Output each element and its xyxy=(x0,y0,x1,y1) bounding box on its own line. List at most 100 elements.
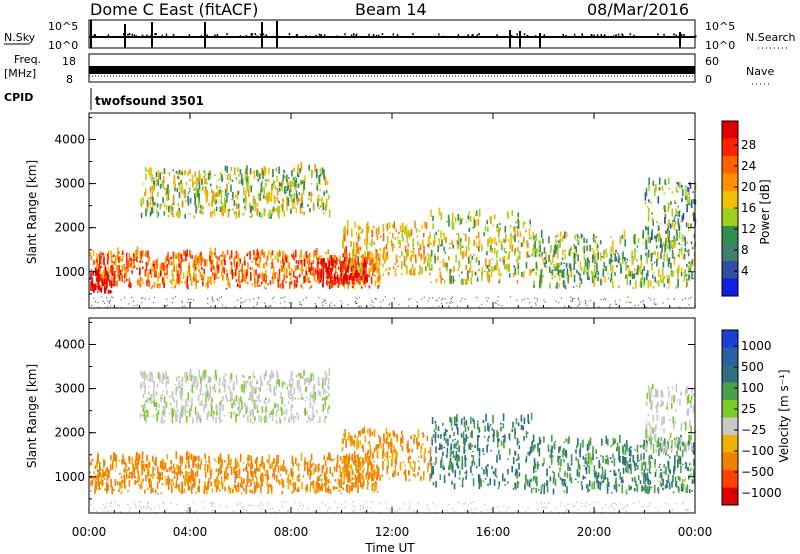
echo-cell xyxy=(172,257,175,265)
echo-cell xyxy=(604,297,606,299)
echo-cell xyxy=(323,300,325,303)
echo-cell xyxy=(336,487,338,490)
echo-cell xyxy=(365,255,367,258)
echo-cell xyxy=(341,266,344,273)
echo-cell xyxy=(193,459,195,461)
echo-cell xyxy=(609,303,611,305)
echo-cell xyxy=(318,207,320,209)
echo-cell xyxy=(184,250,187,257)
echo-cell xyxy=(173,409,175,412)
echo-cell xyxy=(343,280,346,289)
echo-cell xyxy=(261,472,264,479)
echo-cell xyxy=(376,491,379,493)
echo-cell xyxy=(325,467,328,474)
echo-cell xyxy=(129,281,131,289)
echo-cell xyxy=(328,452,331,460)
echo-cell xyxy=(362,475,364,480)
echo-cell xyxy=(325,198,328,206)
echo-cell xyxy=(222,251,224,258)
echo-cell xyxy=(108,301,110,303)
echo-cell xyxy=(362,449,365,453)
echo-cell xyxy=(109,464,112,471)
echo-cell xyxy=(197,487,199,492)
echo-cell xyxy=(691,272,693,280)
echo-cell xyxy=(263,165,265,175)
echo-cell xyxy=(328,260,330,269)
echo-cell xyxy=(166,454,168,460)
echo-cell xyxy=(354,474,357,481)
echo-cell xyxy=(128,471,131,479)
echo-cell xyxy=(120,491,123,495)
echo-cell xyxy=(229,399,231,403)
echo-cell xyxy=(90,483,93,486)
echo-cell xyxy=(644,202,647,205)
echo-cell xyxy=(499,257,501,262)
echo-cell xyxy=(529,446,532,454)
echo-cell xyxy=(209,393,211,398)
echo-cell xyxy=(269,209,271,214)
echo-cell xyxy=(125,472,128,479)
echo-cell xyxy=(496,251,498,258)
echo-cell xyxy=(171,391,174,400)
echo-cell xyxy=(161,483,164,486)
echo-cell xyxy=(177,485,179,487)
echo-cell xyxy=(214,390,217,393)
echo-cell xyxy=(358,232,360,238)
echo-cell xyxy=(409,461,412,469)
echo-cell xyxy=(396,236,399,239)
echo-cell xyxy=(655,186,658,189)
echo-cell xyxy=(152,415,155,418)
echo-cell xyxy=(144,384,146,389)
echo-cell xyxy=(367,251,369,259)
nsky-dot xyxy=(288,35,290,38)
nsky-dot xyxy=(318,33,321,36)
echo-cell xyxy=(409,455,411,460)
echo-cell xyxy=(237,259,239,262)
echo-cell xyxy=(243,478,245,484)
echo-cell xyxy=(614,253,616,262)
echo-cell xyxy=(648,177,650,185)
echo-cell xyxy=(287,473,290,482)
echo-cell xyxy=(640,281,643,288)
echo-cell xyxy=(103,266,106,274)
echo-cell xyxy=(347,260,350,266)
echo-cell xyxy=(153,282,156,288)
echo-cell xyxy=(306,484,308,492)
echo-cell xyxy=(621,256,624,264)
echo-cell xyxy=(197,200,200,209)
echo-cell xyxy=(490,239,492,246)
echo-cell xyxy=(498,267,500,276)
echo-cell xyxy=(549,282,551,289)
echo-cell xyxy=(551,276,553,280)
echo-cell xyxy=(347,304,349,306)
echo-cell xyxy=(339,456,342,461)
echo-cell xyxy=(195,281,198,283)
echo-cell xyxy=(349,263,351,272)
echo-cell xyxy=(374,248,377,253)
echo-cell xyxy=(235,203,238,210)
echo-cell xyxy=(362,457,364,462)
echo-cell xyxy=(441,239,443,247)
echo-cell xyxy=(220,195,223,198)
echo-cell xyxy=(525,474,527,481)
echo-cell xyxy=(325,276,327,279)
echo-cell xyxy=(612,248,615,256)
echo-cell xyxy=(321,258,324,267)
echo-cell xyxy=(248,186,250,190)
echo-cell xyxy=(294,282,296,288)
echo-cell xyxy=(322,266,325,275)
echo-cell xyxy=(285,280,287,284)
echo-cell xyxy=(477,435,479,443)
echo-cell xyxy=(210,215,213,218)
echo-cell xyxy=(412,473,415,476)
freq-tick-bottom: 8 xyxy=(66,73,73,86)
echo-cell xyxy=(314,163,316,173)
echo-cell xyxy=(245,269,248,272)
echo-cell xyxy=(280,283,282,286)
echo-cell xyxy=(251,491,253,494)
echo-cell xyxy=(128,467,130,471)
echo-cell xyxy=(199,464,201,470)
echo-cell xyxy=(648,207,650,214)
echo-cell xyxy=(661,186,664,191)
echo-cell xyxy=(334,275,336,281)
